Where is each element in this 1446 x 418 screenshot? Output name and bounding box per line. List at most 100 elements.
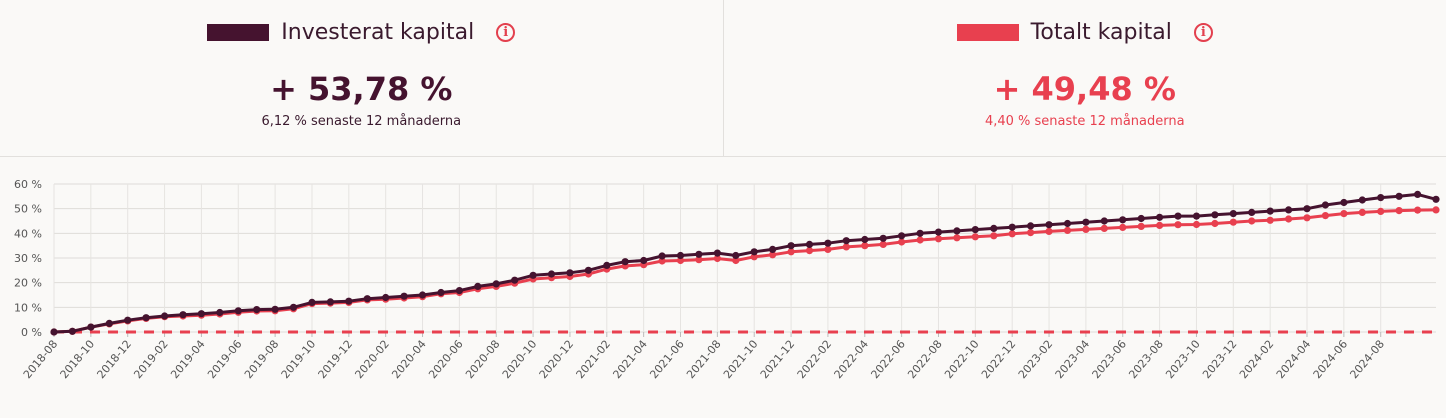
x-tick-label: 2023-12 [1200, 338, 1240, 382]
data-point [1211, 220, 1218, 227]
data-point [1303, 205, 1310, 212]
data-point [179, 311, 186, 318]
x-tick-label: 2020-08 [463, 338, 503, 382]
data-point [272, 306, 279, 313]
data-point [751, 248, 758, 255]
data-point [1248, 209, 1255, 216]
data-point [474, 283, 481, 290]
data-point [106, 320, 113, 327]
legend-label-total: Totalt kapital [1031, 20, 1172, 45]
data-point [401, 293, 408, 300]
data-point [1340, 210, 1347, 217]
data-point [843, 243, 850, 250]
data-point [87, 324, 94, 331]
data-point [640, 257, 647, 264]
x-tick-label: 2020-12 [537, 338, 577, 382]
data-point [1064, 227, 1071, 234]
data-point [198, 310, 205, 317]
data-point [1396, 207, 1403, 214]
x-tick-label: 2018-08 [21, 338, 61, 382]
x-tick-label: 2022-04 [832, 338, 872, 382]
x-tick-label: 2024-02 [1237, 338, 1277, 382]
data-point [1064, 220, 1071, 227]
data-point [1138, 223, 1145, 230]
total-subtext: 4,40 % senaste 12 månaderna [724, 114, 1446, 129]
data-point [1174, 221, 1181, 228]
data-point [548, 270, 555, 277]
data-point [1377, 208, 1384, 215]
data-point [290, 304, 297, 311]
legend-invested[interactable]: Investerat kapital i [0, 20, 723, 45]
data-point [1285, 206, 1292, 213]
data-point [1009, 224, 1016, 231]
x-tick-label: 2023-06 [1090, 338, 1130, 382]
data-point [1396, 193, 1403, 200]
x-tick-label: 2021-10 [721, 338, 761, 382]
data-point [419, 291, 426, 298]
data-point [216, 309, 223, 316]
data-point [935, 235, 942, 242]
info-icon[interactable]: i [1194, 23, 1213, 42]
x-tick-label: 2022-08 [905, 338, 945, 382]
data-point [1174, 213, 1181, 220]
data-point [677, 252, 684, 259]
data-point [1156, 222, 1163, 229]
x-tick-label: 2022-02 [795, 338, 835, 382]
x-tick-label: 2023-02 [1016, 338, 1056, 382]
y-tick-label: 40 % [14, 227, 42, 240]
x-tick-label: 2019-08 [242, 338, 282, 382]
data-point [622, 258, 629, 265]
stats-header: Investerat kapital i + 53,78 % 6,12 % se… [0, 0, 1446, 157]
data-point [1119, 216, 1126, 223]
x-tick-label: 2021-02 [574, 338, 614, 382]
data-point [695, 251, 702, 258]
x-tick-label: 2021-08 [684, 338, 724, 382]
data-point [1230, 219, 1237, 226]
data-point [1211, 211, 1218, 218]
data-point [917, 230, 924, 237]
data-point [1414, 191, 1421, 198]
y-tick-label: 20 % [14, 277, 42, 290]
data-point [806, 241, 813, 248]
legend-total[interactable]: Totalt kapital i [724, 20, 1446, 45]
data-point [898, 232, 905, 239]
data-point [1045, 221, 1052, 228]
data-point [1119, 224, 1126, 231]
data-point [953, 234, 960, 241]
y-tick-label: 0 % [21, 326, 42, 339]
data-point [1193, 213, 1200, 220]
y-tick-label: 30 % [14, 252, 42, 265]
data-point [585, 267, 592, 274]
data-point [1156, 214, 1163, 221]
x-tick-label: 2019-06 [205, 338, 245, 382]
legend-swatch-total [957, 24, 1019, 41]
data-point [566, 269, 573, 276]
data-point [824, 240, 831, 247]
x-tick-label: 2022-06 [868, 338, 908, 382]
data-point [382, 294, 389, 301]
x-tick-label: 2023-10 [1163, 338, 1203, 382]
data-point [714, 250, 721, 257]
data-point [990, 225, 997, 232]
data-point [1322, 201, 1329, 208]
x-tick-label: 2022-12 [979, 338, 1019, 382]
x-tick-label: 2020-02 [352, 338, 392, 382]
x-tick-label: 2024-08 [1348, 338, 1388, 382]
data-point [917, 236, 924, 243]
data-point [861, 236, 868, 243]
info-icon[interactable]: i [496, 23, 515, 42]
x-tick-label: 2019-12 [316, 338, 356, 382]
data-point [1359, 209, 1366, 216]
total-value: + 49,48 % [724, 70, 1446, 108]
data-point [972, 233, 979, 240]
data-point [1303, 214, 1310, 221]
data-point [1322, 212, 1329, 219]
data-point [1285, 215, 1292, 222]
data-point [1230, 210, 1237, 217]
x-tick-label: 2023-08 [1126, 338, 1166, 382]
data-point [806, 247, 813, 254]
x-tick-label: 2018-12 [94, 338, 134, 382]
data-point [143, 314, 150, 321]
x-tick-label: 2020-04 [389, 338, 429, 382]
